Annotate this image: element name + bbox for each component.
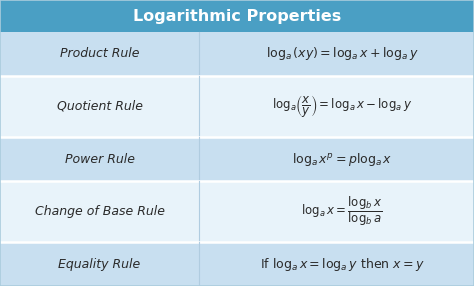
Text: $\log_{a}(xy)=\log_{a}x+\log_{a}y$: $\log_{a}(xy)=\log_{a}x+\log_{a}y$ <box>265 45 419 62</box>
Text: $\log_{a}x^{p}=p\log_{a}x$: $\log_{a}x^{p}=p\log_{a}x$ <box>292 150 392 168</box>
Text: Equality Rule: Equality Rule <box>58 258 141 271</box>
Text: $\log_{a}x=\dfrac{\log_{b}x}{\log_{b}a}$: $\log_{a}x=\dfrac{\log_{b}x}{\log_{b}a}$ <box>301 195 383 229</box>
Bar <box>0 137 474 181</box>
Bar <box>0 76 474 137</box>
Text: $\log_{a}\!\left(\dfrac{x}{y}\right)=\log_{a}x-\log_{a}y$: $\log_{a}\!\left(\dfrac{x}{y}\right)=\lo… <box>272 94 412 120</box>
Text: Quotient Rule: Quotient Rule <box>56 100 143 113</box>
Text: Change of Base Rule: Change of Base Rule <box>35 205 164 218</box>
Text: Product Rule: Product Rule <box>60 47 139 60</box>
Text: Power Rule: Power Rule <box>64 152 135 166</box>
Text: Logarithmic Properties: Logarithmic Properties <box>133 9 341 23</box>
Text: $\mathrm{If}\ \log_{a}x=\log_{a}y\ \mathrm{then}\ x=y$: $\mathrm{If}\ \log_{a}x=\log_{a}y\ \math… <box>260 256 425 273</box>
Bar <box>0 32 474 76</box>
Bar <box>0 242 474 286</box>
Bar <box>0 181 474 242</box>
Bar <box>0 0 474 32</box>
